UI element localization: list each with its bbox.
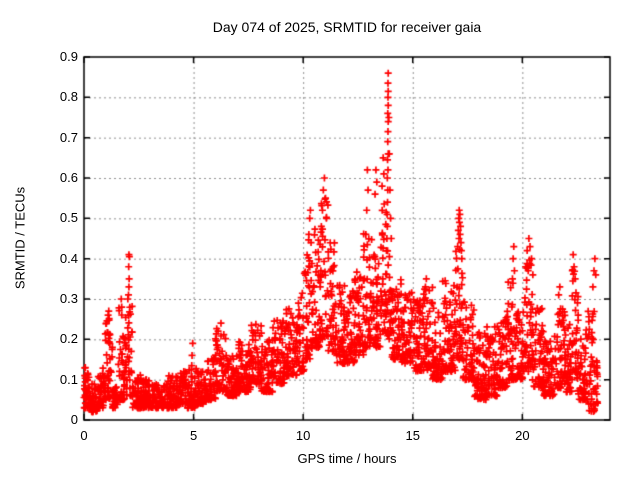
y-tick-label: 0 bbox=[70, 412, 78, 427]
y-tick-label: 0.7 bbox=[59, 129, 78, 145]
y-tick-label: 0.8 bbox=[59, 89, 78, 105]
x-tick-label: 15 bbox=[405, 428, 420, 443]
y-axis-label: SRMTID / TECUs bbox=[12, 186, 28, 290]
y-tick-label: 0.5 bbox=[59, 210, 78, 226]
x-axis-label: GPS time / hours bbox=[297, 451, 397, 466]
y-tick-label: 0.9 bbox=[59, 49, 78, 64]
x-tick-label: 0 bbox=[80, 428, 88, 443]
y-tick-label: 0.3 bbox=[59, 291, 78, 306]
x-tick-label: 5 bbox=[189, 428, 198, 443]
y-tick-label: 0.4 bbox=[59, 250, 78, 266]
y-tick-label: 0.2 bbox=[59, 331, 78, 347]
y-tick-label: 0.1 bbox=[59, 371, 78, 387]
chart-title: Day 074 of 2025, SRMTID for receiver gai… bbox=[212, 19, 482, 35]
x-tick-label: 20 bbox=[515, 428, 530, 443]
y-tick-label: 0.6 bbox=[59, 170, 78, 185]
x-tick-label: 10 bbox=[295, 428, 311, 443]
